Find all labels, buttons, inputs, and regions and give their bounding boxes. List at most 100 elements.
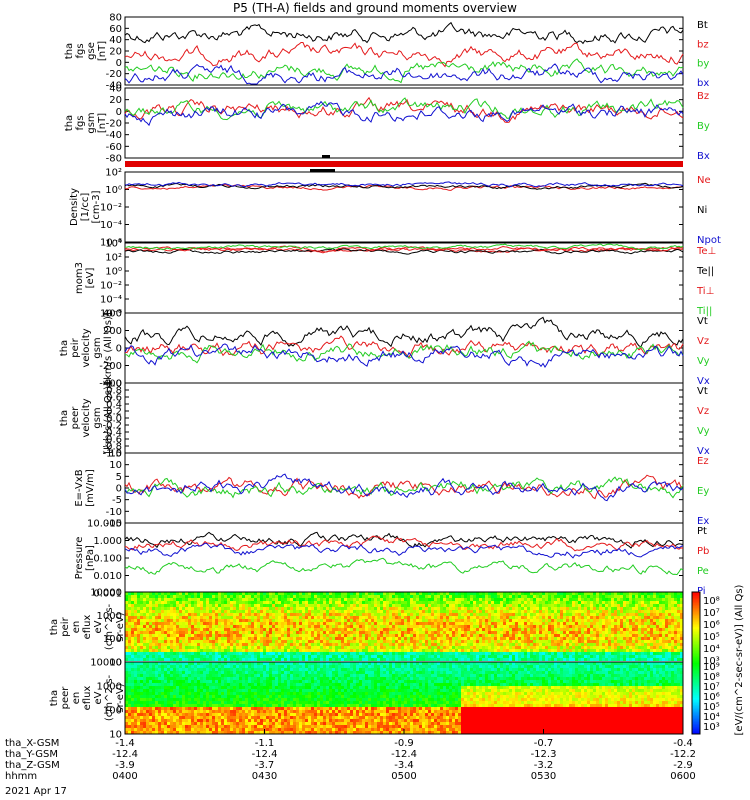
heatmap-cell — [638, 643, 641, 646]
heatmap-cell — [227, 652, 230, 655]
heatmap-cell — [134, 631, 137, 634]
heatmap-cell — [485, 628, 488, 631]
heatmap-cell — [335, 646, 338, 649]
heatmap-cell — [488, 610, 491, 613]
heatmap-cell — [527, 595, 530, 598]
heatmap-cell — [155, 607, 158, 610]
heatmap-cell — [518, 619, 521, 622]
heatmap-cell — [566, 634, 569, 637]
heatmap-cell — [635, 628, 638, 631]
heatmap-cell — [326, 607, 329, 610]
heatmap-cell — [371, 592, 374, 595]
heatmap-cell — [587, 598, 590, 601]
heatmap-cell — [356, 613, 359, 616]
heatmap-cell — [506, 610, 509, 613]
heatmap-cell — [614, 598, 617, 601]
heatmap-cell — [668, 598, 671, 601]
heatmap-cell — [443, 613, 446, 616]
heatmap-cell — [269, 634, 272, 637]
heatmap-cell — [221, 652, 224, 655]
heatmap-cell — [317, 604, 320, 607]
heatmap-cell — [500, 616, 503, 619]
heatmap-cell — [620, 601, 623, 604]
heatmap-cell — [554, 634, 557, 637]
heatmap-cell — [146, 655, 149, 658]
heatmap-cell — [251, 628, 254, 631]
heatmap-cell — [296, 628, 299, 631]
heatmap-cell — [584, 595, 587, 598]
heatmap-cell — [668, 643, 671, 646]
heatmap-cell — [260, 622, 263, 625]
heatmap-cell — [206, 643, 209, 646]
heatmap-cell — [410, 595, 413, 598]
heatmap-cell — [248, 598, 251, 601]
heatmap-cell — [131, 698, 134, 701]
heatmap-cell — [512, 652, 515, 655]
heatmap-cell — [149, 716, 152, 719]
heatmap-cell — [572, 619, 575, 622]
heatmap-cell — [167, 613, 170, 616]
heatmap-cell — [509, 640, 512, 643]
heatmap-cell — [317, 601, 320, 604]
heatmap-cell — [548, 631, 551, 634]
heatmap-cell — [161, 719, 164, 722]
heatmap-cell — [536, 610, 539, 613]
heatmap-cell — [188, 622, 191, 625]
heatmap-cell — [170, 683, 173, 686]
heatmap-cell — [167, 628, 170, 631]
heatmap-cell — [596, 625, 599, 628]
heatmap-cell — [170, 662, 173, 665]
heatmap-cell — [548, 649, 551, 652]
heatmap-cell — [467, 643, 470, 646]
heatmap-cell — [536, 631, 539, 634]
heatmap-cell — [662, 637, 665, 640]
heatmap-cell — [557, 643, 560, 646]
heatmap-cell — [263, 634, 266, 637]
heatmap-cell — [575, 598, 578, 601]
heatmap-cell — [596, 643, 599, 646]
heatmap-cell — [395, 628, 398, 631]
heatmap-cell — [494, 628, 497, 631]
heatmap-cell — [239, 610, 242, 613]
heatmap-cell — [212, 646, 215, 649]
heatmap-cell — [518, 607, 521, 610]
heatmap-cell — [632, 643, 635, 646]
heatmap-cell — [191, 598, 194, 601]
y-tick-label: 1.0 — [106, 379, 122, 390]
heatmap-cell — [431, 640, 434, 643]
heatmap-cell — [281, 613, 284, 616]
heatmap-cell — [131, 622, 134, 625]
heatmap-cell — [485, 643, 488, 646]
heatmap-cell — [254, 610, 257, 613]
heatmap-cell — [449, 598, 452, 601]
heatmap-cell — [551, 604, 554, 607]
heatmap-cell — [239, 655, 242, 658]
heatmap-cell — [164, 655, 167, 658]
heatmap-cell — [551, 637, 554, 640]
heatmap-cell — [593, 610, 596, 613]
heatmap-cell — [569, 592, 572, 595]
heatmap-cell — [254, 643, 257, 646]
heatmap-cell — [365, 595, 368, 598]
heatmap-cell — [482, 646, 485, 649]
heatmap-cell — [320, 622, 323, 625]
heatmap-cell — [542, 649, 545, 652]
heatmap-cell — [482, 592, 485, 595]
heatmap-cell — [479, 601, 482, 604]
heatmap-cell — [185, 610, 188, 613]
heatmap-cell — [530, 610, 533, 613]
heatmap-cell — [512, 625, 515, 628]
heatmap-cell — [266, 637, 269, 640]
heatmap-cell — [353, 631, 356, 634]
heatmap-cell — [335, 649, 338, 652]
heatmap-cell — [188, 634, 191, 637]
heatmap-cell — [506, 616, 509, 619]
heatmap-cell — [155, 662, 158, 665]
heatmap-cell — [326, 604, 329, 607]
heatmap-cell — [152, 716, 155, 719]
heatmap-cell — [173, 716, 176, 719]
heatmap-cell — [605, 658, 608, 661]
heatmap-cell — [596, 598, 599, 601]
heatmap-cell — [161, 652, 164, 655]
heatmap-cell — [137, 707, 140, 710]
